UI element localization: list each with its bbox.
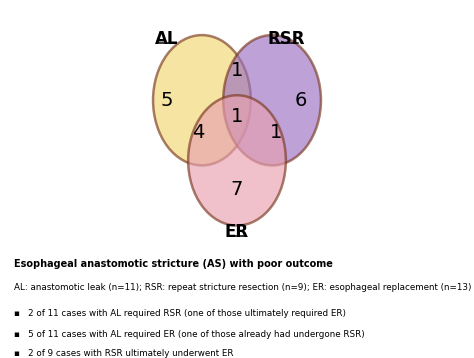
Text: ER: ER <box>225 223 249 241</box>
Text: ▪   2 of 9 cases with RSR ultimately underwent ER: ▪ 2 of 9 cases with RSR ultimately under… <box>14 349 234 358</box>
Text: Esophageal anastomotic stricture (AS) with poor outcome: Esophageal anastomotic stricture (AS) wi… <box>14 259 333 269</box>
Text: 5: 5 <box>161 91 173 110</box>
Text: 7: 7 <box>231 180 243 199</box>
Text: RSR: RSR <box>267 30 305 48</box>
Ellipse shape <box>223 35 321 165</box>
Ellipse shape <box>188 95 286 226</box>
Text: ▪   2 of 11 cases with AL required RSR (one of those ultimately required ER): ▪ 2 of 11 cases with AL required RSR (on… <box>14 309 346 318</box>
Text: 1: 1 <box>231 107 243 126</box>
Text: AL: anastomotic leak (n=11); RSR: repeat stricture resection (n=9); ER: esophage: AL: anastomotic leak (n=11); RSR: repeat… <box>14 283 472 292</box>
Text: AL: AL <box>155 30 179 48</box>
Text: 6: 6 <box>295 91 307 110</box>
Ellipse shape <box>153 35 251 165</box>
Text: 1: 1 <box>270 123 282 142</box>
Text: ▪   5 of 11 cases with AL required ER (one of those already had undergone RSR): ▪ 5 of 11 cases with AL required ER (one… <box>14 330 365 339</box>
Text: 1: 1 <box>231 61 243 80</box>
Text: 4: 4 <box>192 123 204 142</box>
